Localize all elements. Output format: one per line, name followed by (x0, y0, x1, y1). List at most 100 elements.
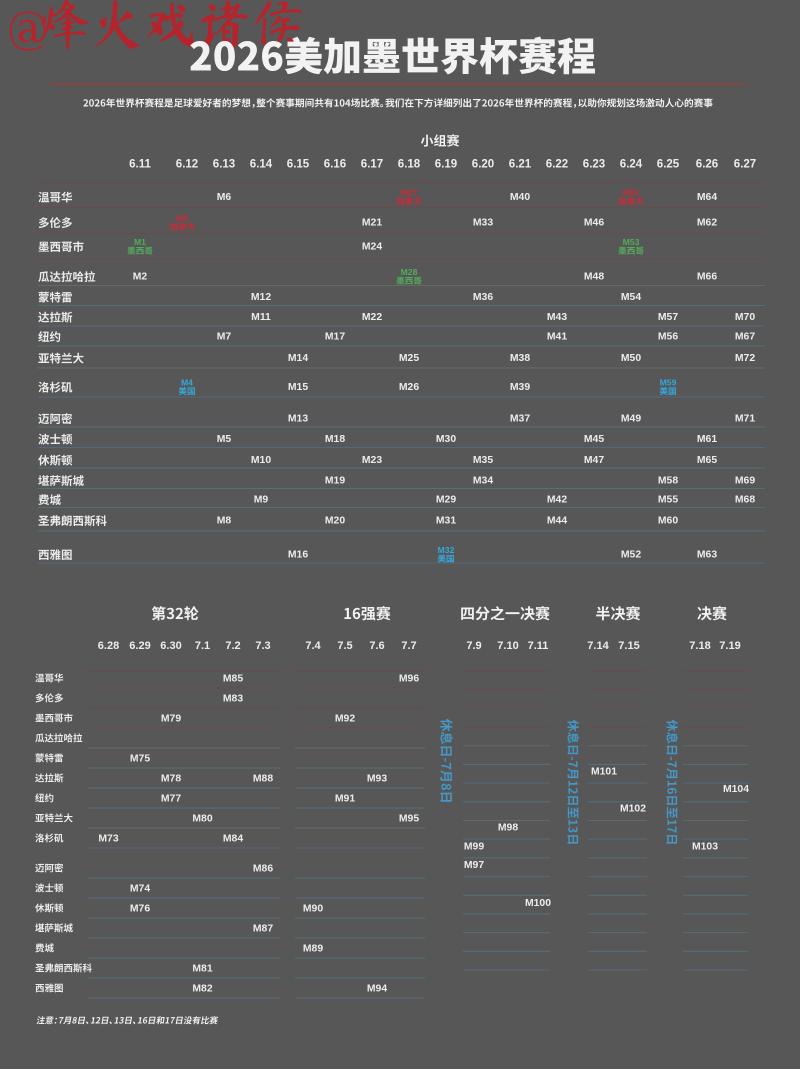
svg-text:M67: M67 (735, 332, 755, 343)
svg-text:M50: M50 (621, 353, 641, 364)
svg-text:M63: M63 (697, 550, 717, 561)
svg-text:6.24: 6.24 (620, 159, 643, 171)
svg-text:M86: M86 (253, 864, 273, 875)
svg-text:6.15: 6.15 (287, 159, 310, 171)
svg-text:M37: M37 (510, 414, 530, 425)
svg-text:6.29: 6.29 (129, 640, 150, 652)
svg-text:M40: M40 (510, 192, 530, 203)
svg-text:M28: M28 (401, 267, 418, 277)
svg-text:M7: M7 (217, 332, 232, 343)
svg-text:M21: M21 (362, 218, 382, 229)
svg-text:7.1: 7.1 (195, 640, 210, 652)
svg-text:M43: M43 (547, 312, 567, 323)
svg-text:M11: M11 (251, 312, 271, 323)
svg-text:7.4: 7.4 (305, 640, 321, 652)
svg-text:M69: M69 (735, 476, 755, 487)
svg-text:M99: M99 (464, 842, 484, 853)
svg-text:M71: M71 (735, 414, 755, 425)
svg-text:M6: M6 (217, 192, 232, 203)
svg-text:M30: M30 (436, 434, 456, 445)
svg-text:M13: M13 (288, 414, 308, 425)
svg-text:7.10: 7.10 (497, 640, 518, 652)
svg-text:M100: M100 (525, 898, 551, 909)
svg-text:M87: M87 (253, 924, 273, 935)
svg-text:M65: M65 (697, 455, 717, 466)
svg-text:6.11: 6.11 (129, 159, 151, 171)
svg-text:M66: M66 (697, 272, 717, 283)
svg-text:7.3: 7.3 (255, 640, 270, 652)
svg-text:M48: M48 (584, 272, 604, 283)
svg-text:M64: M64 (697, 192, 717, 203)
svg-text:6.25: 6.25 (657, 159, 680, 171)
svg-text:M20: M20 (325, 516, 345, 527)
svg-text:7.2: 7.2 (225, 640, 240, 652)
svg-text:7.6: 7.6 (369, 640, 384, 652)
svg-text:M51: M51 (623, 187, 640, 197)
svg-text:6.17: 6.17 (361, 159, 383, 171)
svg-text:M81: M81 (192, 964, 212, 975)
svg-text:M32: M32 (438, 545, 455, 555)
svg-text:M54: M54 (621, 292, 641, 303)
svg-text:M17: M17 (325, 332, 345, 343)
svg-text:M58: M58 (658, 476, 678, 487)
svg-text:M78: M78 (161, 774, 181, 785)
svg-text:M4: M4 (181, 377, 193, 387)
svg-text:6.27: 6.27 (734, 159, 756, 171)
svg-text:M35: M35 (473, 455, 493, 466)
svg-text:M83: M83 (223, 694, 243, 705)
svg-text:M68: M68 (735, 495, 755, 506)
svg-text:M19: M19 (325, 476, 345, 487)
svg-text:M84: M84 (223, 834, 243, 845)
svg-text:M70: M70 (735, 312, 755, 323)
svg-text:M45: M45 (584, 434, 604, 445)
svg-text:7.18: 7.18 (689, 640, 710, 652)
svg-text:M60: M60 (658, 516, 678, 527)
svg-text:M42: M42 (547, 495, 567, 506)
svg-text:7.7: 7.7 (401, 640, 416, 652)
svg-text:M1: M1 (134, 237, 146, 247)
svg-text:M75: M75 (130, 754, 150, 765)
svg-text:M52: M52 (621, 550, 641, 561)
svg-text:M91: M91 (335, 794, 355, 805)
svg-text:6.13: 6.13 (213, 159, 235, 171)
svg-text:M57: M57 (658, 312, 678, 323)
svg-text:M101: M101 (591, 767, 617, 778)
svg-text:M102: M102 (620, 804, 646, 815)
svg-text:6.12: 6.12 (176, 159, 198, 171)
svg-text:M93: M93 (367, 774, 387, 785)
svg-text:M18: M18 (325, 434, 345, 445)
svg-text:6.26: 6.26 (696, 159, 718, 171)
svg-text:M94: M94 (367, 984, 387, 995)
svg-text:M41: M41 (547, 332, 567, 343)
svg-text:M33: M33 (473, 218, 493, 229)
svg-text:M49: M49 (621, 414, 641, 425)
svg-text:M39: M39 (510, 382, 530, 393)
svg-text:M59: M59 (660, 377, 677, 387)
svg-text:6.20: 6.20 (472, 159, 494, 171)
svg-text:M22: M22 (362, 312, 382, 323)
svg-text:M47: M47 (584, 455, 604, 466)
svg-text:6.23: 6.23 (583, 159, 605, 171)
svg-text:M92: M92 (335, 714, 355, 725)
svg-text:M31: M31 (436, 516, 456, 527)
svg-text:6.19: 6.19 (435, 159, 457, 171)
svg-text:6.22: 6.22 (546, 159, 568, 171)
svg-text:M36: M36 (473, 292, 493, 303)
svg-text:6.16: 6.16 (324, 159, 346, 171)
svg-text:M82: M82 (192, 984, 212, 995)
svg-text:M2: M2 (133, 272, 148, 283)
svg-text:M88: M88 (253, 774, 273, 785)
svg-text:M73: M73 (98, 834, 118, 845)
svg-text:M90: M90 (303, 904, 323, 915)
svg-text:M26: M26 (399, 382, 419, 393)
svg-text:M95: M95 (399, 814, 419, 825)
svg-text:M15: M15 (288, 382, 308, 393)
svg-text:M62: M62 (697, 218, 717, 229)
svg-text:M5: M5 (217, 434, 232, 445)
svg-text:M9: M9 (254, 495, 269, 506)
svg-text:M3: M3 (176, 213, 188, 223)
svg-text:M74: M74 (130, 884, 150, 895)
svg-text:M27: M27 (401, 187, 418, 197)
svg-text:M97: M97 (464, 860, 484, 871)
svg-text:M103: M103 (692, 842, 718, 853)
